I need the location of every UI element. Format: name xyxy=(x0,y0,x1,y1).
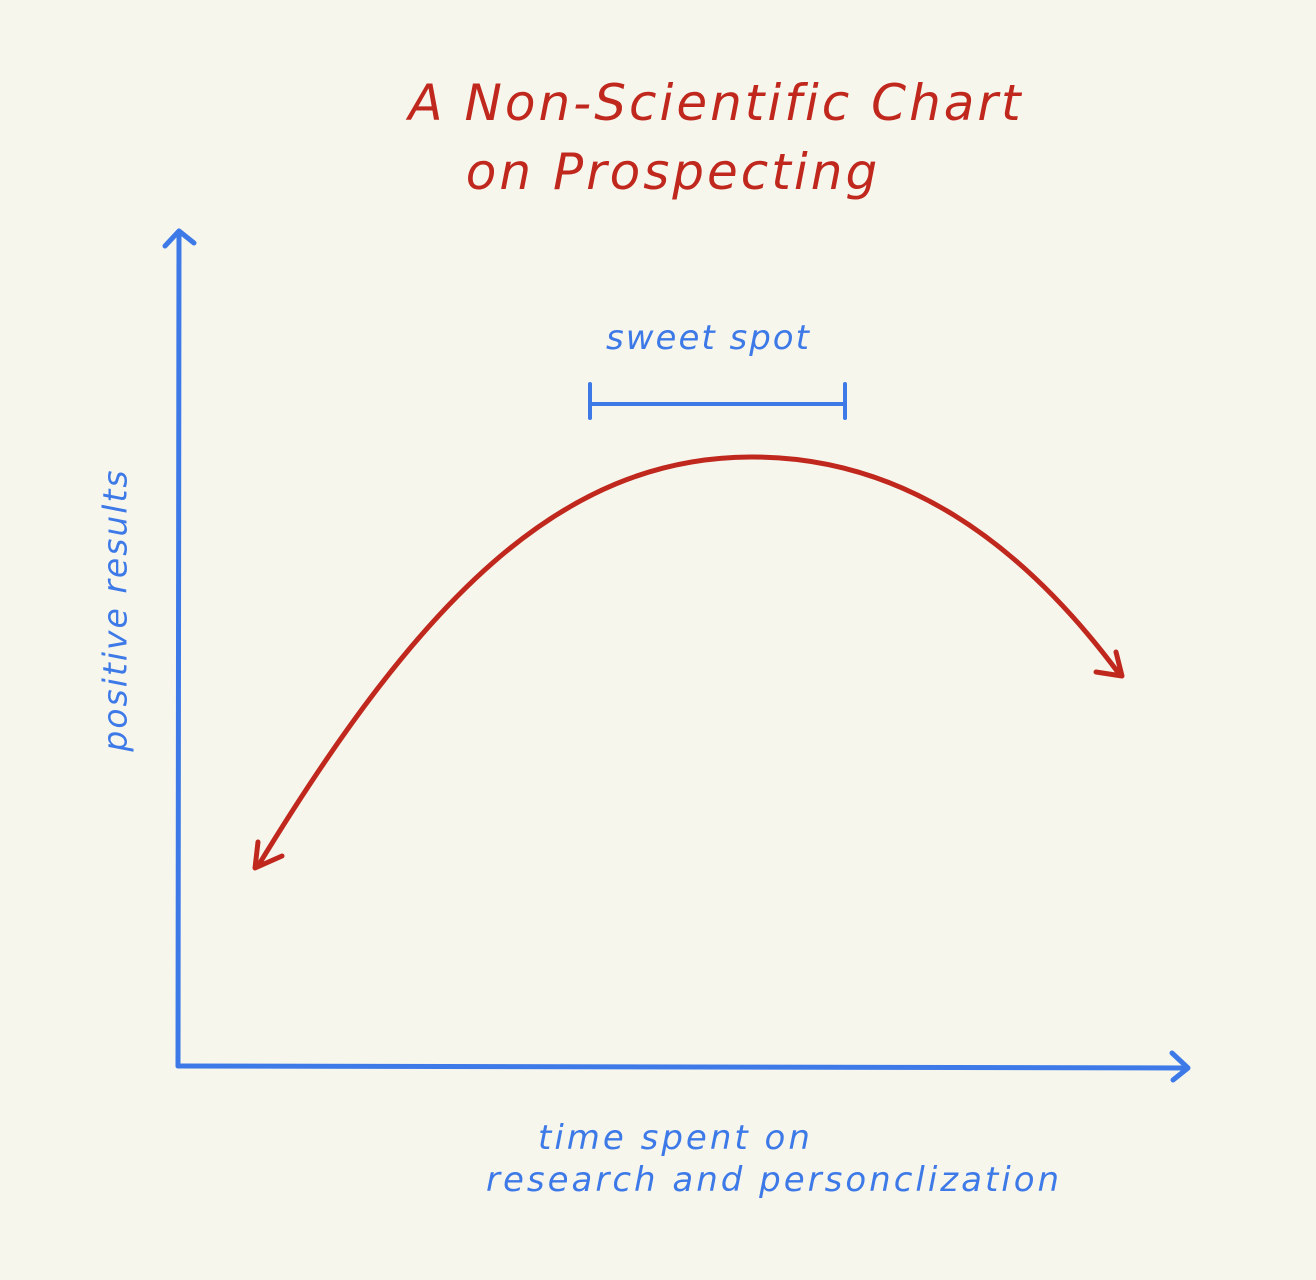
x-axis-arrowhead xyxy=(1169,1050,1191,1083)
results-curve xyxy=(255,454,1123,869)
x-axis-label-line1: time spent on xyxy=(538,1118,813,1158)
diagram-title-line2: on Prospecting xyxy=(465,143,881,201)
y-axis-line xyxy=(175,229,182,1069)
sweet-spot-label: sweet spot xyxy=(606,318,811,358)
x-axis-line xyxy=(175,1063,1190,1071)
curve-right-arrowhead xyxy=(1093,649,1125,679)
curve-left-arrowhead xyxy=(252,839,285,871)
y-axis-arrowhead xyxy=(162,228,197,249)
x-axis-label-line2: research and personclization xyxy=(486,1160,1063,1200)
y-axis-label: positive results xyxy=(95,468,135,752)
diagram-title-line1: A Non-Scientific Chart xyxy=(408,74,1024,132)
